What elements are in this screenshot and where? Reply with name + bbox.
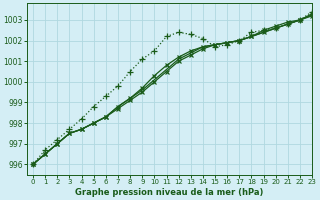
X-axis label: Graphe pression niveau de la mer (hPa): Graphe pression niveau de la mer (hPa)	[76, 188, 264, 197]
